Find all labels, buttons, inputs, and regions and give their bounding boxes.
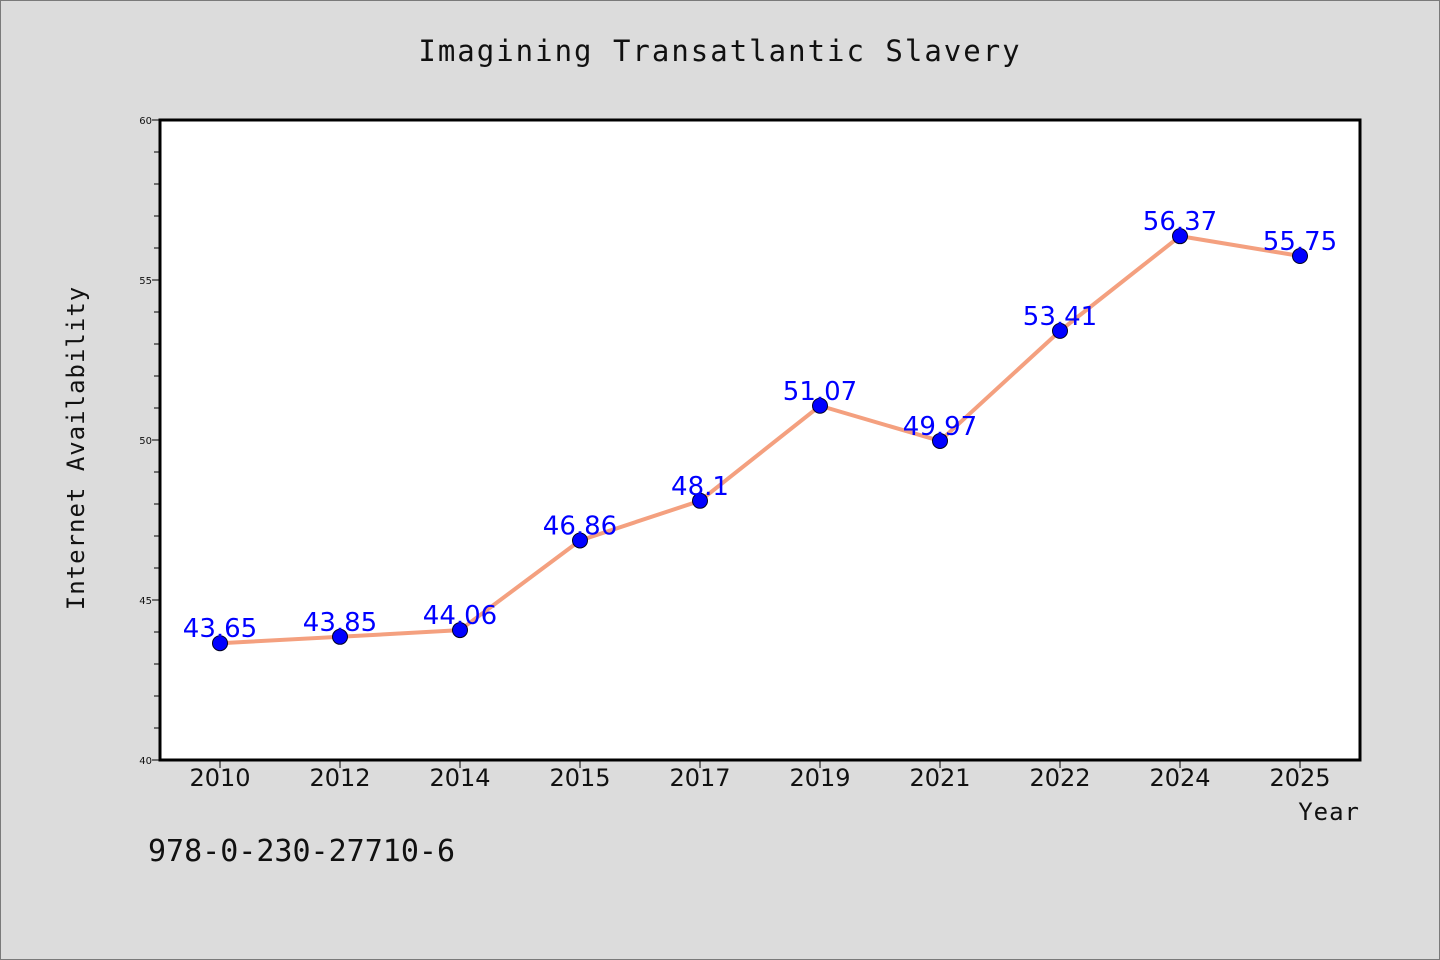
x-tick-label: 2022 [1029, 764, 1090, 792]
y-tick-label: 60 [139, 116, 152, 127]
data-point [452, 622, 468, 639]
x-tick-label: 2025 [1269, 764, 1330, 792]
x-axis-label: Year [1298, 798, 1360, 826]
data-point [1052, 322, 1068, 339]
chart-title: Imagining Transatlantic Slavery [418, 34, 1022, 68]
y-axis: 40 45 50 55 60 [139, 116, 160, 767]
y-tick-label: 45 [139, 596, 152, 607]
x-tick-label: 2024 [1149, 764, 1210, 792]
data-labels: 43.65 43.85 44.06 46.86 48.1 51.07 49.97 53.41 5… [183, 207, 1337, 644]
data-point [212, 635, 228, 652]
x-tick-label: 2019 [789, 764, 850, 792]
isbn-text: 978-0-230-27710-6 [148, 834, 456, 869]
data-label: 53.41 [1023, 302, 1097, 332]
data-point [1292, 248, 1308, 264]
x-tick-label: 2014 [429, 764, 490, 792]
data-label: 55.75 [1263, 227, 1337, 257]
y-axis-label: Internet Availability [62, 286, 90, 610]
data-label: 48.1 [671, 472, 729, 502]
y-tick-label: 55 [139, 276, 152, 287]
y-tick-label: 50 [139, 436, 152, 447]
data-label: 43.85 [303, 608, 377, 638]
series-markers [212, 228, 1308, 652]
x-tick-label: 2021 [909, 764, 970, 792]
data-point [1172, 228, 1188, 245]
data-point [932, 432, 948, 449]
x-tick-label: 2017 [669, 764, 730, 792]
x-tick-label: 2012 [309, 764, 370, 792]
data-point [332, 628, 348, 645]
series-line [219, 234, 1301, 646]
data-point [692, 492, 708, 509]
data-point [812, 397, 828, 414]
data-label: 51.07 [783, 377, 857, 407]
data-label: 43.65 [183, 614, 257, 644]
data-label: 46.86 [543, 511, 617, 541]
data-label: 44.06 [423, 601, 497, 631]
x-tick-label: 2010 [189, 764, 250, 792]
plot-area [158, 118, 1362, 762]
x-tick-label: 2015 [549, 764, 610, 792]
y-tick-label: 40 [139, 756, 152, 767]
data-point [572, 532, 588, 549]
x-axis: 2010 2012 2014 2015 2017 2019 2021 2022 2024 2025 [189, 760, 1331, 792]
data-label: 49.97 [903, 412, 977, 442]
data-label: 56.37 [1143, 207, 1217, 237]
